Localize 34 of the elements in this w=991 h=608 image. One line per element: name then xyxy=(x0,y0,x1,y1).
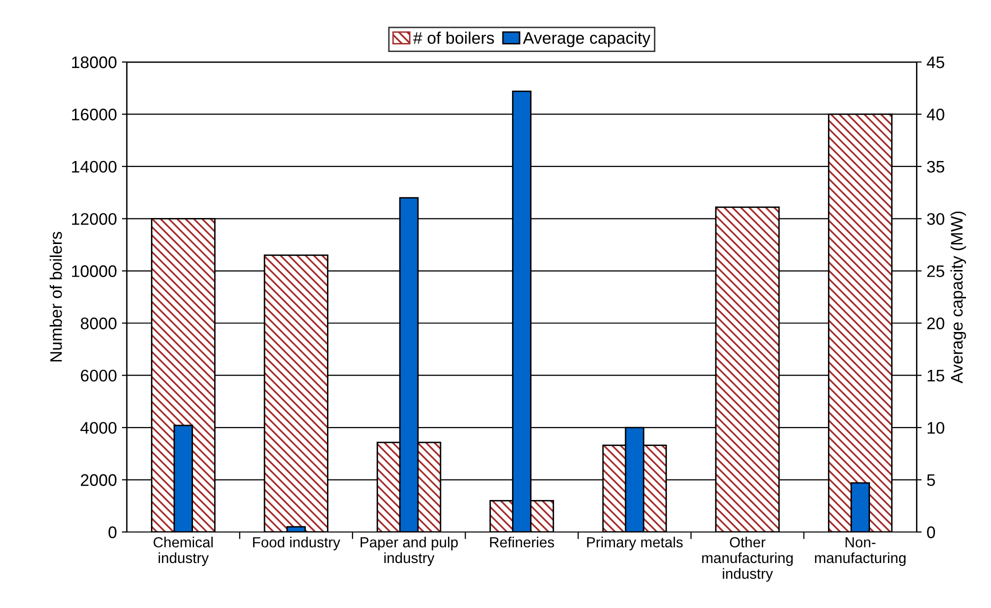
bar xyxy=(174,424,193,532)
y2-tick-label: 45 xyxy=(926,56,944,68)
y-tick-label: 16000 xyxy=(72,108,116,120)
y2-tick-label: 20 xyxy=(927,318,944,330)
x-tick-label: Primary metals xyxy=(587,536,683,550)
y-tick-label: 4000 xyxy=(80,422,116,434)
y2-tick-label: 0 xyxy=(927,526,936,538)
legend-label: Average capacity xyxy=(522,32,650,48)
legend-label: # of boilers xyxy=(413,32,494,44)
y-tick-label: 0 xyxy=(108,526,116,538)
y2-tick-label: 15 xyxy=(928,370,944,382)
x-tick-label: Non- manufacturing xyxy=(815,537,906,566)
bar xyxy=(850,482,870,532)
y-tick-label: 12000 xyxy=(72,213,116,225)
y-tick-label: 8000 xyxy=(80,318,116,330)
y2-tick-label: 35 xyxy=(927,160,944,173)
x-tick-label: Refineries xyxy=(490,536,554,548)
x-tick-label: Paper and pulp industry xyxy=(360,536,458,566)
y2-tick-label: 5 xyxy=(927,474,935,486)
x-tick-label: Chemical industry xyxy=(154,536,213,566)
y-tick-label: 18000 xyxy=(72,56,116,68)
y2-tick-label: 25 xyxy=(927,265,944,278)
y-tick-label: 14000 xyxy=(72,160,116,173)
y2-tick-label: 30 xyxy=(927,213,944,225)
x-tick-label: Other manufacturing industry xyxy=(702,536,793,582)
bar xyxy=(286,526,306,532)
y-tick-label: 10000 xyxy=(72,265,116,278)
y2-tick-label: 10 xyxy=(928,422,944,434)
y-tick-label: 2000 xyxy=(80,474,116,486)
y2-tick-label: 40 xyxy=(926,108,944,120)
y-tick-label: 6000 xyxy=(80,370,116,382)
x-tick-label: Food industry xyxy=(253,536,340,550)
y2-axis-title: Average capacity (MW) xyxy=(950,212,966,384)
y-axis-title: Number of boilers xyxy=(50,232,62,362)
